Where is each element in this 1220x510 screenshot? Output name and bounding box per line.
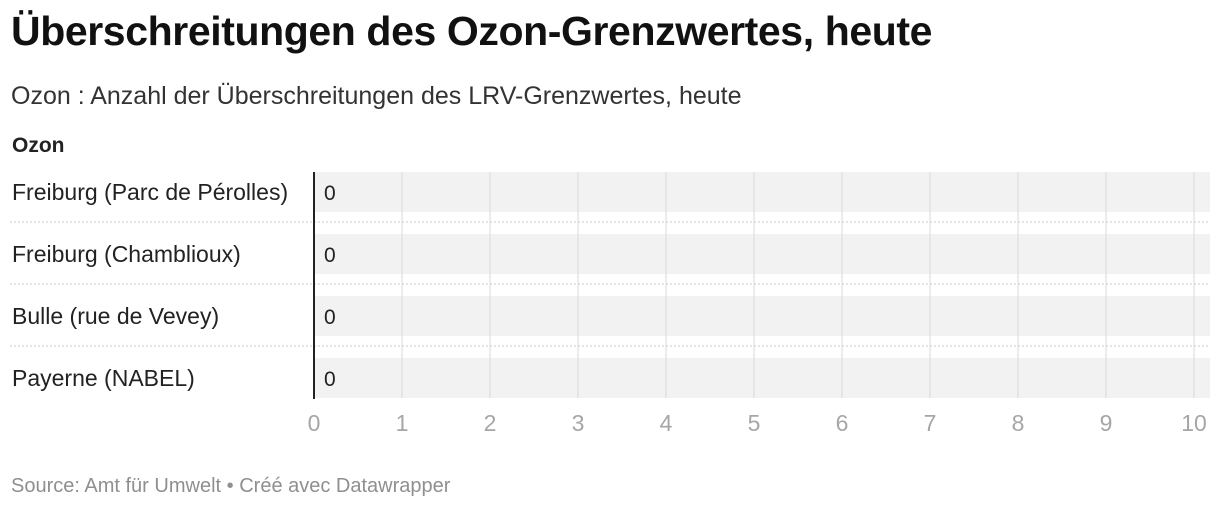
x-tick-label: 8 <box>1012 410 1025 436</box>
x-tick-label: 5 <box>748 410 761 436</box>
value-label: 0 <box>324 306 336 329</box>
row-background <box>314 234 1210 274</box>
column-header: Ozon <box>12 134 65 157</box>
source-value: Amt für Umwelt <box>84 475 222 497</box>
x-tick-label: 10 <box>1181 410 1207 436</box>
chart-subtitle: Ozon : Anzahl der Überschreitungen des L… <box>11 82 742 110</box>
x-tick-label: 3 <box>572 410 585 436</box>
x-tick-label: 6 <box>836 410 849 436</box>
category-label: Freiburg (Chamblioux) <box>12 241 241 267</box>
category-label: Freiburg (Parc de Pérolles) <box>12 179 288 205</box>
bar-chart: Freiburg (Parc de Pérolles) 0 Freiburg (Ch… <box>10 172 1210 436</box>
row-background <box>314 172 1210 212</box>
row-background <box>314 358 1210 398</box>
x-tick-label: 9 <box>1100 410 1113 436</box>
x-tick-label: 2 <box>484 410 497 436</box>
category-label: Bulle (rue de Vevey) <box>12 303 219 329</box>
footer-separator: • <box>226 475 234 497</box>
x-tick-label: 7 <box>924 410 937 436</box>
category-label: Payerne (NABEL) <box>12 365 195 391</box>
value-label: 0 <box>324 244 336 267</box>
datawrapper-credit[interactable]: Créé avec Datawrapper <box>239 475 451 497</box>
source-label: Source: <box>11 475 80 497</box>
x-tick-label: 4 <box>660 410 673 436</box>
chart-title: Überschreitungen des Ozon-Grenzwertes, h… <box>11 8 933 54</box>
x-tick-label: 0 <box>308 410 321 436</box>
value-label: 0 <box>324 368 336 391</box>
x-tick-label: 1 <box>396 410 409 436</box>
row-background <box>314 296 1210 336</box>
value-label: 0 <box>324 182 336 205</box>
chart-footer: Source: Amt für Umwelt • Créé avec Dataw… <box>11 475 450 498</box>
